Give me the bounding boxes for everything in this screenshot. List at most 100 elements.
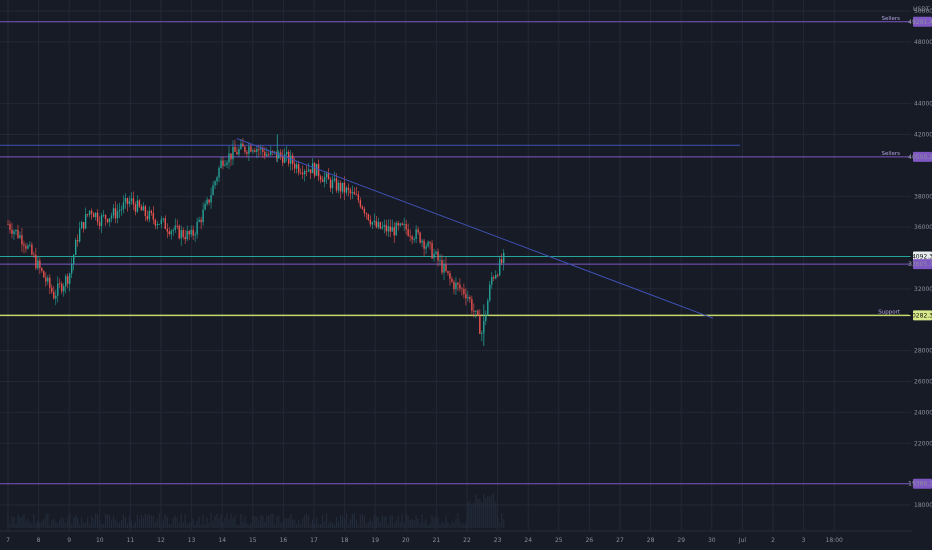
volume-bar [59, 519, 61, 528]
volume-bar [31, 523, 33, 528]
candle-body [194, 234, 196, 236]
volume-bar [359, 514, 361, 528]
candle-body [307, 169, 310, 172]
candle-body [236, 151, 238, 155]
volume-bar [339, 515, 342, 528]
volume-bar [401, 514, 403, 528]
volume-bar [391, 515, 393, 528]
volume-bar [451, 520, 453, 528]
candle-body [150, 210, 153, 214]
volume-bar [284, 518, 286, 528]
candle-body [395, 222, 397, 236]
volume-bar [222, 521, 224, 528]
candle-body [399, 223, 401, 226]
volume-bar [178, 522, 180, 528]
candle-body [258, 148, 260, 150]
candle-body [305, 171, 308, 172]
candle-body [78, 228, 81, 242]
volume-bar [158, 513, 160, 528]
volume-bar [110, 520, 113, 528]
candle-body [180, 230, 182, 239]
x-tick-label: 30 [708, 537, 716, 544]
y-tick-label: 42000.00 [914, 132, 932, 139]
candle-body [299, 172, 302, 174]
volume-bar [96, 514, 99, 528]
volume-bar [172, 518, 174, 528]
candle-body [102, 214, 105, 216]
candle-body [270, 150, 272, 155]
candle-body [377, 222, 379, 228]
descending-trendline[interactable] [236, 138, 714, 319]
candle-body [166, 228, 168, 232]
volume-bar [7, 514, 9, 528]
candle-body [503, 252, 505, 263]
candle-body [453, 281, 455, 290]
candle-body [469, 297, 471, 300]
candle-body [256, 148, 258, 152]
candle-body [200, 219, 202, 223]
candle-body [172, 230, 174, 231]
candle-body [9, 224, 11, 230]
volume-bar [87, 516, 89, 528]
volume-bar [150, 515, 152, 528]
volume-bar [298, 519, 300, 528]
volume-bar [216, 514, 218, 528]
volume-bar [497, 517, 499, 528]
volume-bar [170, 524, 172, 528]
volume-bar [202, 514, 204, 528]
candle-body [90, 210, 93, 214]
candle-body [55, 295, 57, 299]
volume-bar [182, 522, 184, 528]
price-tag-text: 30282.32 [908, 312, 932, 319]
volume-bar [343, 518, 346, 528]
volume-bar [302, 518, 304, 528]
volume-bar [130, 520, 133, 528]
x-tick-label: 21 [433, 537, 441, 544]
volume-bar [379, 522, 381, 528]
volume-bar [43, 518, 45, 528]
volume-bar [387, 523, 389, 528]
candle-body [67, 276, 69, 284]
candle-body [156, 224, 159, 226]
volume-bar [25, 520, 27, 528]
volume-bar [112, 515, 115, 528]
candle-body [425, 246, 427, 249]
x-tick-label: 7 [6, 537, 10, 544]
volume-bar [365, 523, 367, 528]
candle-body [289, 155, 292, 164]
candle-body [471, 299, 473, 311]
candle-body [17, 229, 19, 238]
volume-bar [17, 514, 19, 528]
candle-body [13, 231, 15, 234]
volume-bar [53, 518, 55, 528]
volume-bar [457, 513, 459, 528]
volume-bar [481, 502, 483, 528]
candle-body [168, 231, 170, 235]
volume-bar [425, 519, 427, 528]
trendline[interactable] [236, 138, 714, 319]
volume-bar [325, 513, 328, 528]
x-tick-label: 11 [127, 537, 135, 544]
candle-body [218, 167, 220, 178]
volume-bar [268, 516, 270, 528]
candle-body [375, 220, 378, 228]
volume-bar [270, 513, 272, 528]
candle-body [43, 271, 45, 278]
volume-bar [49, 524, 51, 528]
x-tick-label: 19 [371, 537, 379, 544]
volume-bar [186, 524, 188, 528]
volume-bar [411, 518, 413, 528]
candle-body [353, 192, 356, 195]
candle-body [35, 254, 37, 269]
candle-body [86, 214, 89, 215]
candle-body [465, 294, 467, 299]
volume-bar [355, 519, 357, 528]
candle-body [138, 200, 141, 207]
candle-body [391, 227, 393, 232]
candle-body [493, 277, 495, 279]
candle-body [130, 198, 133, 201]
candle-body [82, 222, 85, 229]
candle-body [280, 152, 282, 156]
volume-bar [214, 516, 216, 528]
